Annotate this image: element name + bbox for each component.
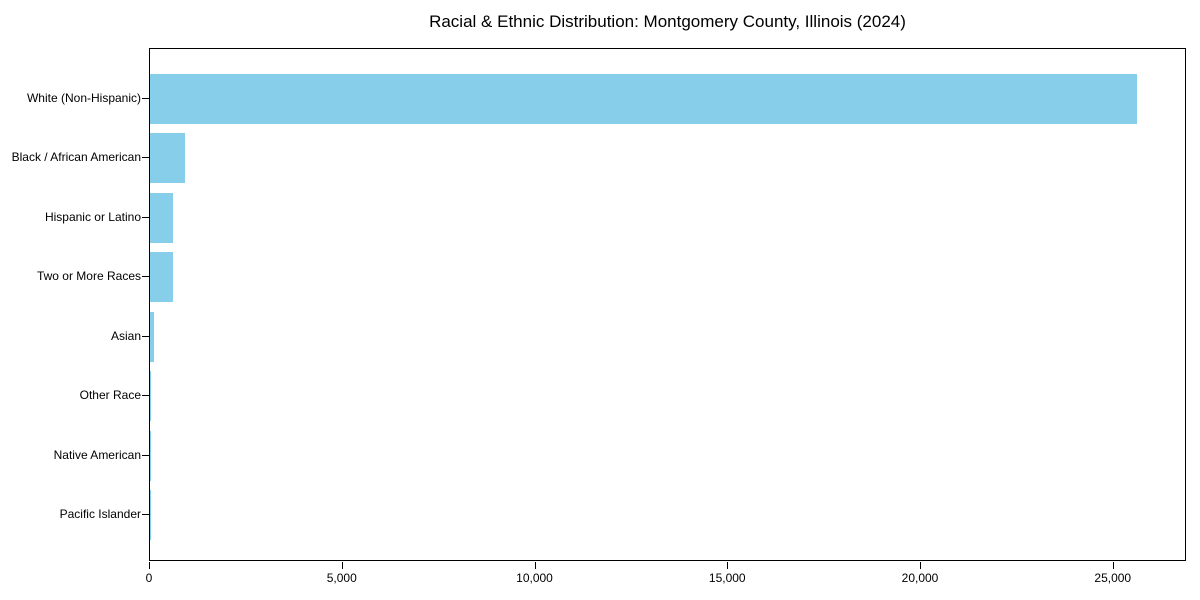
- y-tick-mark: [142, 514, 149, 515]
- x-tick-label: 15,000: [708, 571, 746, 585]
- y-tick-mark: [142, 98, 149, 99]
- y-tick-mark: [142, 216, 149, 218]
- y-tick-label: White (Non-Hispanic): [26, 91, 141, 105]
- x-tick-mark: [534, 562, 536, 569]
- bar-1: [150, 133, 186, 184]
- x-tick-mark: [1112, 562, 1114, 569]
- bar-0: [150, 74, 1138, 124]
- y-tick-label: Pacific Islander: [59, 507, 141, 521]
- x-tick-label: 0: [145, 571, 153, 585]
- y-tick-mark: [142, 276, 149, 278]
- y-tick-label: Asian: [110, 328, 141, 343]
- y-tick-label: Two or More Races: [36, 269, 141, 284]
- y-tick-label: Hispanic or Latino: [44, 209, 141, 224]
- y-tick-mark: [142, 454, 149, 456]
- bar-4: [150, 311, 155, 362]
- y-tick-mark: [142, 157, 149, 159]
- x-tick-label: 5,000: [326, 571, 357, 585]
- chart-title: Racial & Ethnic Distribution: Montgomery…: [429, 12, 906, 31]
- bar-5: [150, 371, 152, 422]
- y-tick-label: Other Race: [79, 388, 141, 403]
- y-tick-label: Native American: [53, 447, 141, 462]
- y-tick-mark: [142, 335, 149, 337]
- x-tick-label: 25,000: [1094, 571, 1132, 585]
- y-tick-mark: [142, 395, 149, 397]
- bar-6: [150, 430, 151, 481]
- bar-2: [150, 192, 173, 243]
- x-tick-mark: [727, 562, 729, 569]
- x-tick-label: 20,000: [901, 571, 939, 585]
- x-tick-mark: [920, 562, 921, 569]
- x-tick-mark: [149, 562, 150, 569]
- x-tick-mark: [341, 562, 343, 569]
- y-tick-label: Black / African American: [11, 150, 141, 165]
- bar-3: [150, 252, 174, 303]
- x-tick-label: 10,000: [516, 571, 553, 585]
- plot-area: [149, 48, 1186, 561]
